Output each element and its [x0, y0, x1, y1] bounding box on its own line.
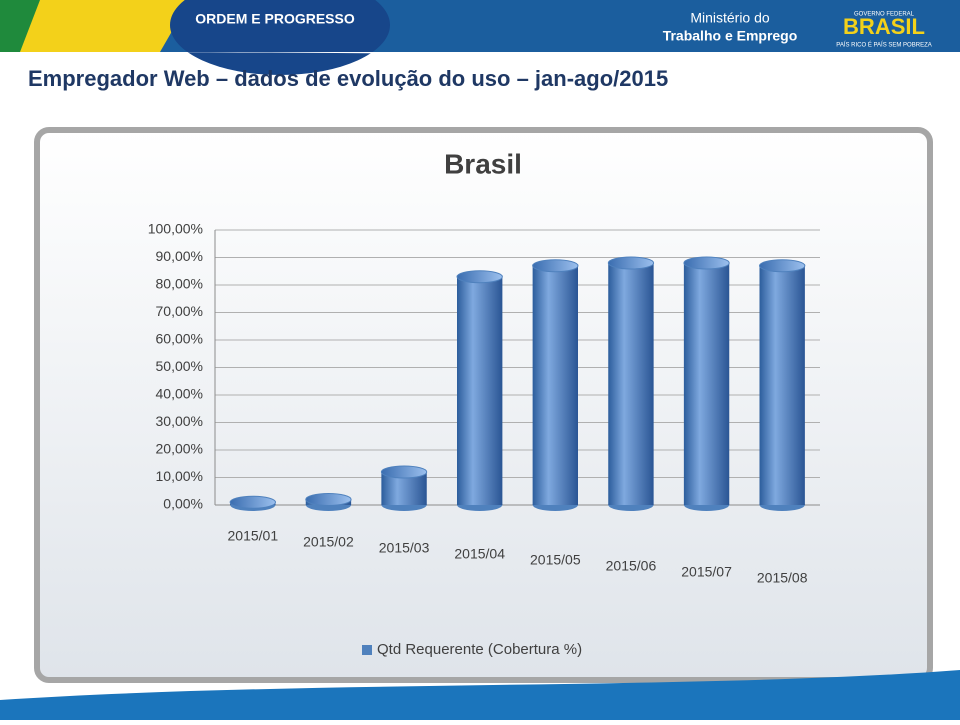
- bar-top: [305, 493, 352, 506]
- y-tick-label: 0,00%: [163, 496, 203, 512]
- bar: [532, 265, 578, 505]
- bar: [457, 276, 503, 505]
- flag-motto: ORDEM E PROGRESSO: [195, 11, 355, 27]
- y-tick-label: 30,00%: [156, 413, 203, 429]
- bar-top: [380, 465, 428, 479]
- x-tick-label: 2015/08: [757, 570, 808, 586]
- footer-wave: [0, 670, 960, 720]
- x-tick-label: 2015/04: [454, 546, 505, 562]
- y-tick-label: 80,00%: [156, 276, 203, 292]
- y-tick-label: 10,00%: [156, 468, 203, 484]
- bar: [608, 263, 654, 505]
- y-tick-label: 100,00%: [148, 221, 203, 237]
- y-tick-label: 70,00%: [156, 303, 203, 319]
- x-tick-label: 2015/06: [606, 558, 657, 574]
- bar-top: [532, 259, 579, 273]
- legend-label: Qtd Requerente (Cobertura %): [377, 641, 582, 658]
- x-tick-label: 2015/07: [681, 564, 732, 580]
- bar-top: [456, 270, 503, 284]
- bar-top: [229, 495, 276, 509]
- banner-curve: [0, 52, 960, 100]
- y-tick-label: 90,00%: [156, 248, 203, 264]
- brand: BRASIL: [843, 14, 925, 39]
- x-tick-label: 2015/01: [228, 528, 279, 544]
- plot: 0,00% 10,00% 20,00% 30,00% 40,00% 50,00% 60,00…: [148, 221, 820, 658]
- chart-title: Brasil: [444, 148, 522, 179]
- bar: [683, 263, 730, 505]
- ministry: Trabalho e Emprego: [663, 28, 798, 44]
- bar: [759, 265, 805, 505]
- y-tick-label: 60,00%: [156, 331, 203, 347]
- slogan: PAÍS RICO É PAÍS SEM POBREZA: [836, 42, 931, 49]
- x-tick-label: 2015/02: [303, 534, 354, 550]
- gov-label: GOVERNO FEDERAL: [854, 12, 915, 18]
- x-tick-label: 2015/03: [379, 540, 430, 556]
- x-tick-label: 2015/05: [530, 552, 581, 568]
- bar-top: [683, 256, 730, 270]
- bar-top: [759, 259, 806, 273]
- bar-top: [607, 256, 655, 270]
- y-tick-label: 50,00%: [156, 358, 203, 374]
- ministry: Ministério do: [690, 10, 770, 26]
- flag-yellow: [20, 0, 190, 52]
- slide-title: Empregador Web – dados de evolução do us…: [28, 66, 668, 91]
- flag-globe: [170, 0, 390, 75]
- y-tick-label: 20,00%: [156, 441, 203, 457]
- legend-swatch: [362, 645, 372, 655]
- y-tick-label: 40,00%: [156, 386, 203, 402]
